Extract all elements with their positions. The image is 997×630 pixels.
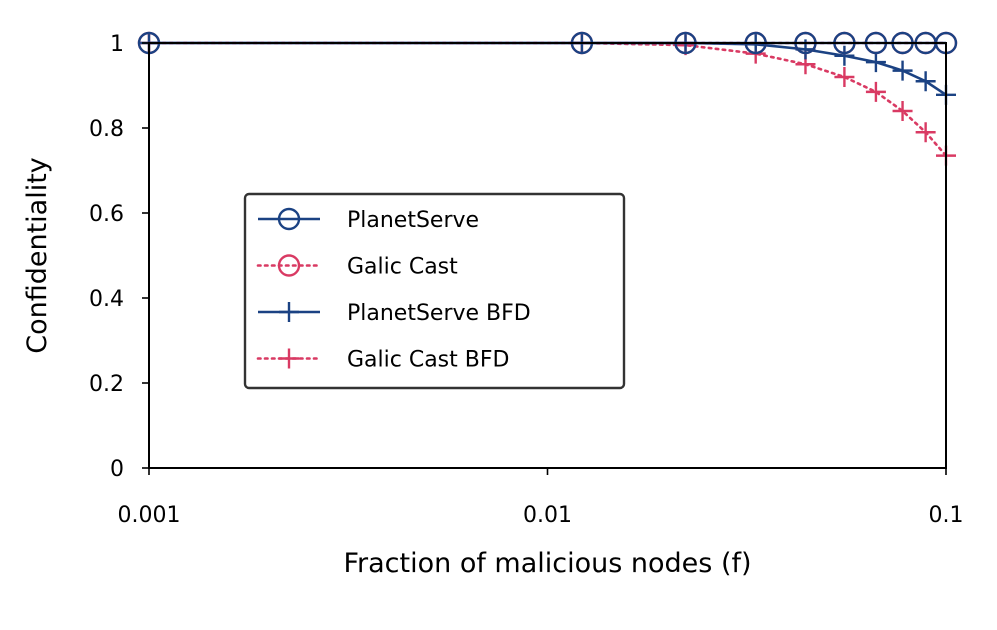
x-axis-title: Fraction of malicious nodes (f) bbox=[343, 548, 751, 579]
legend-label: PlanetServe bbox=[347, 208, 479, 233]
legend-entry: PlanetServe bbox=[258, 207, 479, 233]
y-tick-label: 0.2 bbox=[89, 372, 124, 397]
legend-entry: Galic Cast bbox=[256, 254, 458, 280]
data-point bbox=[892, 60, 913, 81]
x-tick-label: 0.01 bbox=[523, 503, 572, 528]
legend-label: Galic Cast BFD bbox=[347, 348, 509, 373]
series-line bbox=[149, 41, 947, 96]
data-point bbox=[865, 81, 886, 102]
y-tick-label: 0.8 bbox=[89, 117, 124, 142]
data-point bbox=[915, 71, 936, 92]
legend-marker-swatch bbox=[279, 348, 299, 369]
series-layer bbox=[137, 31, 958, 166]
axes: 0.001 0.01 0.1 0 0.2 0.4 0.6 0.8 1 bbox=[89, 32, 964, 528]
data-point bbox=[865, 52, 886, 73]
y-tick-label: 1 bbox=[110, 32, 124, 57]
legend-entry: Galic Cast BFD bbox=[256, 348, 509, 373]
legend-label: PlanetServe BFD bbox=[347, 301, 531, 326]
y-tick-label: 0.6 bbox=[89, 202, 124, 227]
data-point bbox=[915, 122, 936, 143]
y-tick-label: 0 bbox=[110, 457, 124, 482]
y-tick-label: 0.4 bbox=[89, 287, 124, 312]
x-tick-label: 0.1 bbox=[929, 503, 964, 528]
y-axis-title: Confidentiality bbox=[22, 157, 53, 354]
legend-marker-swatch bbox=[277, 207, 301, 231]
legend-entry: PlanetServe BFD bbox=[258, 301, 531, 326]
data-point bbox=[834, 45, 855, 66]
x-tick-label: 0.001 bbox=[118, 503, 181, 528]
data-point bbox=[892, 101, 913, 121]
legend-marker-swatch bbox=[277, 254, 301, 277]
legend: PlanetServe Galic Cast PlanetServe BFD Gali… bbox=[243, 192, 626, 390]
series-line bbox=[147, 41, 948, 157]
data-point bbox=[834, 67, 855, 87]
legend-label: Galic Cast bbox=[347, 255, 458, 280]
legend-marker-swatch bbox=[279, 302, 299, 322]
legend-box bbox=[243, 192, 626, 390]
